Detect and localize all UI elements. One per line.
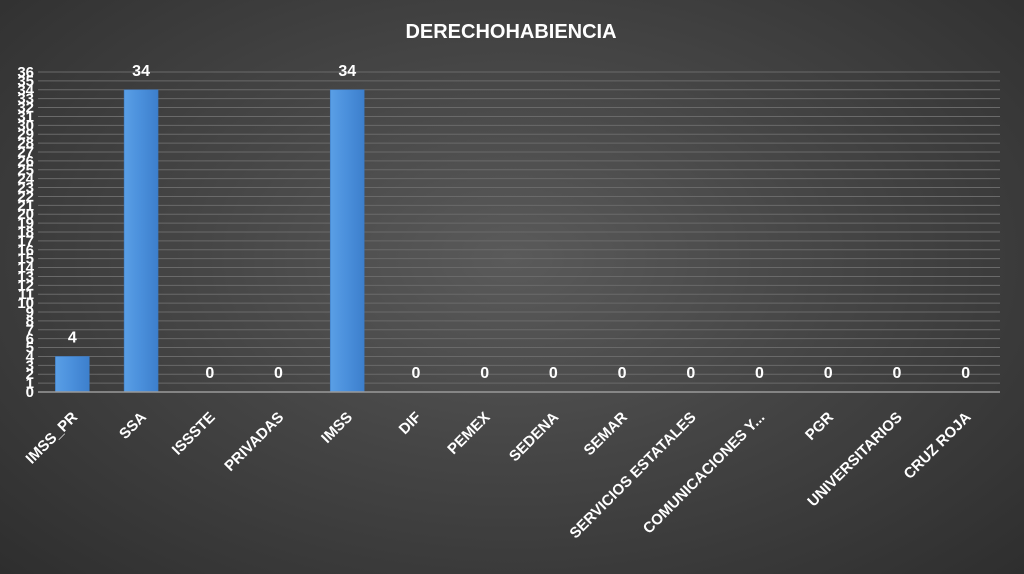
y-tick-label: 35 (17, 73, 34, 90)
data-label: 0 (961, 365, 970, 382)
y-tick-label: 33 (17, 91, 34, 108)
bar-4 (329, 89, 365, 393)
x-category-label: SERVICIOS ESTATALES (566, 409, 699, 542)
x-category-label: IMSS (318, 409, 356, 447)
x-category-label: SSA (116, 409, 150, 443)
y-tick-label: 28 (17, 135, 34, 152)
data-label: 0 (205, 365, 214, 382)
data-label: 0 (618, 365, 627, 382)
y-tick-label: 20 (17, 206, 34, 223)
x-axis-categories: IMSS_PR SSA ISSSTE PRIVADAS IMSS DIF PEMEX SEDE… (23, 409, 975, 542)
gridlines (38, 71, 1000, 384)
y-tick-label: 19 (17, 215, 34, 232)
y-tick-label: 22 (17, 188, 34, 205)
y-tick-label: 4 (26, 348, 35, 365)
x-category-label: PRIVADAS (221, 409, 287, 475)
y-tick-label: 8 (26, 313, 34, 330)
x-category-label: SEDENA (506, 409, 562, 465)
data-label: 4 (68, 329, 77, 346)
y-tick-label: 36 (17, 64, 34, 81)
y-tick-label: 11 (18, 286, 34, 303)
data-label: 34 (132, 63, 150, 80)
y-tick-label: 18 (17, 224, 34, 241)
data-label: 34 (338, 63, 356, 80)
y-tick-label: 6 (26, 331, 34, 348)
y-tick-label: 2 (26, 366, 34, 383)
x-category-label: PGR (802, 409, 837, 444)
y-tick-label: 17 (17, 233, 34, 250)
y-tick-label: 16 (17, 242, 34, 259)
y-tick-label: 29 (17, 126, 34, 143)
y-tick-label: 14 (17, 260, 34, 277)
data-label: 0 (755, 365, 764, 382)
y-tick-label: 10 (17, 295, 34, 312)
y-tick-label: 5 (26, 340, 34, 357)
x-category-label: CRUZ ROJA (901, 409, 975, 483)
data-label: 0 (274, 365, 283, 382)
y-tick-label: 34 (17, 82, 34, 99)
y-tick-label: 31 (17, 108, 34, 125)
chart-title: DERECHOHABIENCIA (405, 21, 616, 43)
y-tick-label: 27 (17, 144, 34, 161)
data-label: 0 (480, 365, 489, 382)
x-category-label: IMSS_PR (23, 409, 82, 468)
y-tick-label: 25 (17, 162, 34, 179)
data-label: 0 (686, 365, 695, 382)
data-label: 0 (824, 365, 833, 382)
x-category-label: ISSSTE (169, 409, 219, 459)
data-label: 0 (549, 365, 558, 382)
data-label: 0 (411, 365, 420, 382)
x-category-label: DIF (396, 409, 425, 438)
y-tick-label: 13 (17, 268, 34, 285)
y-tick-label: 32 (17, 100, 34, 117)
x-category-label: SEMAR (581, 409, 631, 459)
y-tick-label: 3 (26, 357, 34, 374)
y-tick-label: 30 (17, 117, 34, 134)
bar-0 (55, 356, 90, 393)
data-label: 0 (892, 365, 901, 382)
y-tick-label: 0 (26, 384, 34, 401)
y-tick-label: 7 (26, 322, 34, 339)
y-tick-label: 23 (17, 180, 34, 197)
x-category-label: COMUNICACIONES Y... (640, 409, 769, 538)
bars (55, 89, 365, 393)
y-tick-label: 21 (17, 197, 34, 214)
y-tick-label: 1 (26, 375, 34, 392)
y-tick-label: 12 (17, 277, 34, 294)
bar-1 (123, 89, 159, 393)
x-category-label: PEMEX (444, 409, 493, 458)
y-tick-label: 15 (17, 251, 34, 268)
data-labels: 4 34 0 0 34 0 0 0 0 0 0 0 0 0 (68, 63, 970, 382)
y-tick-label: 9 (26, 304, 34, 321)
y-axis-ticks: 0123456789101112131415161718192021222324… (17, 64, 34, 401)
y-tick-label: 26 (17, 153, 34, 170)
y-tick-label: 24 (17, 171, 34, 188)
